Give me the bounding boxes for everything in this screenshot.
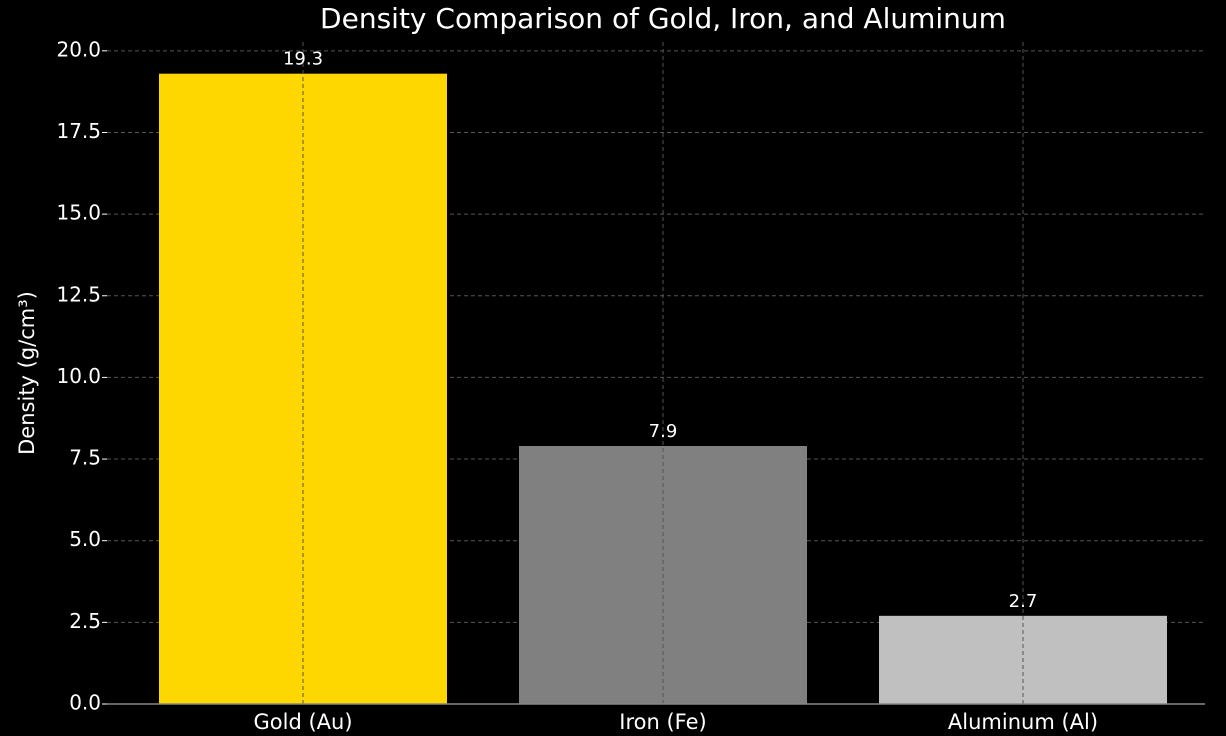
data-label: 19.3 — [283, 49, 323, 70]
x-tick-label: Gold (Au) — [253, 710, 352, 734]
y-tick-label: 12.5 — [56, 282, 101, 306]
x-tick-label: Aluminum (Al) — [948, 710, 1098, 734]
data-label: 7.9 — [649, 421, 678, 442]
x-tick-label: Iron (Fe) — [619, 710, 706, 734]
y-tick-label: 17.5 — [56, 119, 101, 143]
y-tick-label: 5.0 — [69, 527, 101, 551]
y-tick-label: 20.0 — [56, 37, 101, 61]
y-tick-label: 7.5 — [69, 446, 101, 470]
data-label: 2.7 — [1009, 591, 1038, 612]
chart-title: Density Comparison of Gold, Iron, and Al… — [320, 2, 1006, 35]
y-tick-label: 0.0 — [69, 691, 101, 715]
y-tick-label: 15.0 — [56, 201, 101, 225]
y-tick-label: 2.5 — [69, 609, 101, 633]
y-tick-label: 10.0 — [56, 364, 101, 388]
y-axis-label: Density (g/cm³) — [15, 291, 39, 455]
